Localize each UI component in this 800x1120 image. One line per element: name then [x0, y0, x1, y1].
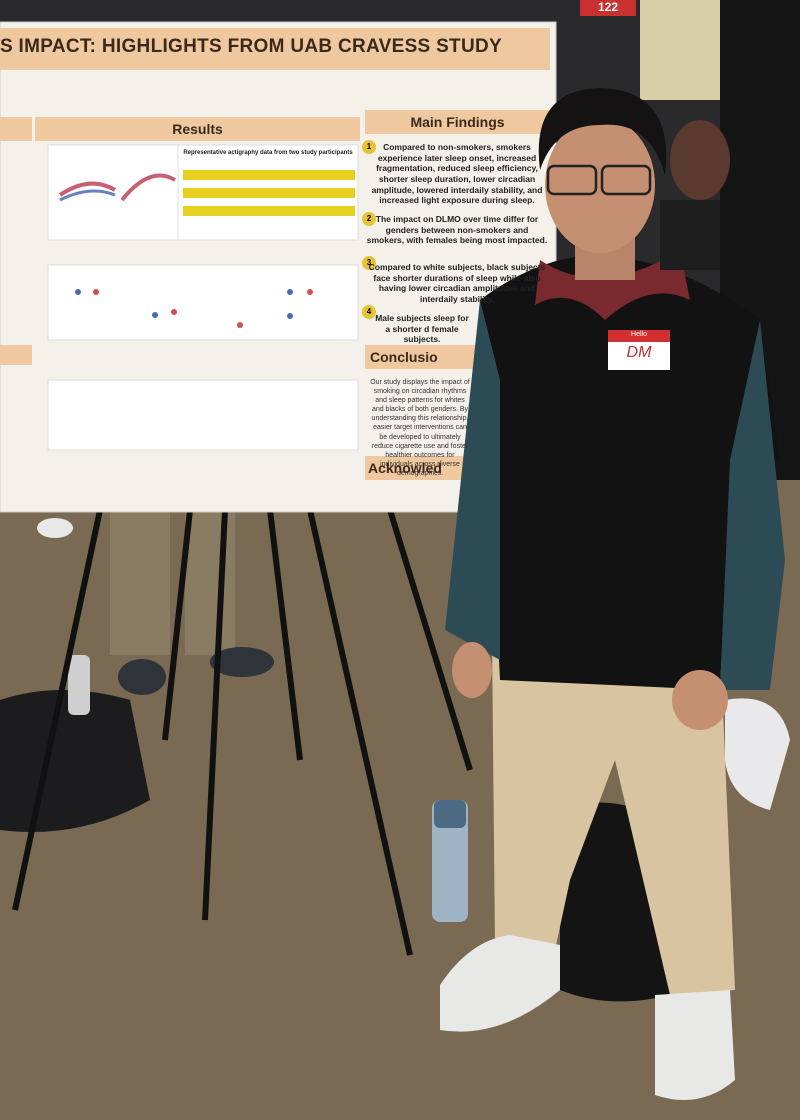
name-tag-initials: DM [626, 344, 652, 361]
sleeve [445, 300, 500, 660]
bystander-body [660, 200, 720, 270]
pants [492, 640, 735, 995]
shoe [37, 518, 73, 538]
finding-number: 2 [362, 212, 376, 226]
wall-panel [640, 0, 730, 100]
hand [452, 642, 492, 698]
finding-text: Male subjects sleep for a shorter d fema… [375, 313, 469, 345]
hand [672, 670, 728, 730]
shoe [210, 647, 274, 677]
shoe [440, 935, 560, 1032]
side-band [0, 345, 32, 365]
hair [538, 88, 667, 175]
plastic-bag [725, 698, 790, 810]
curve [59, 189, 116, 202]
results-heading: Results [172, 121, 223, 137]
finding-number: 4 [362, 305, 376, 319]
shirt [480, 255, 780, 690]
collar [535, 250, 690, 320]
name-tag-greeting: Hello [631, 331, 647, 338]
shoe [655, 990, 735, 1100]
bystander-legs [185, 505, 235, 655]
dots [93, 289, 313, 328]
shoe [118, 659, 166, 695]
finding-number: 3 [362, 256, 376, 270]
finding-number: 1 [362, 140, 376, 154]
conclusion-text: Our study displays the impact of smoking… [370, 379, 470, 477]
ack-heading: Acknowled [368, 460, 442, 476]
face [545, 117, 655, 253]
bottle [68, 655, 90, 715]
bystander-head [670, 120, 730, 200]
dots [75, 289, 293, 319]
sign-number: 122 [597, 0, 619, 14]
easel [12, 509, 473, 956]
results-band [35, 117, 360, 141]
findings-heading: Main Findings [410, 114, 505, 130]
glasses [600, 164, 652, 196]
figure-caption: Representative actigraphy data from two … [183, 150, 353, 156]
bottle-cap [434, 800, 466, 828]
sleeve [720, 320, 785, 690]
actigraphy [183, 170, 355, 216]
conclusion-heading: Conclusio [370, 349, 438, 365]
side-band [0, 117, 32, 141]
water-bottle [432, 800, 468, 922]
title-band [0, 28, 550, 70]
sign-plate [580, 0, 636, 16]
bystander-legs [110, 505, 170, 655]
name-tag-band [608, 330, 670, 342]
poster-title: S IMPACT: HIGHLIGHTS FROM UAB CRAVESS ST… [0, 36, 502, 57]
finding-text: Compared to non-smokers, smokers experie… [371, 142, 543, 206]
glasses [546, 164, 598, 196]
curve [58, 173, 177, 202]
findings-band [365, 110, 550, 134]
finding-text: The impact on DLMO over time differ for … [366, 214, 548, 246]
figures [47, 144, 359, 451]
finding-text: Compared to white subjects, black subjec… [368, 262, 546, 304]
